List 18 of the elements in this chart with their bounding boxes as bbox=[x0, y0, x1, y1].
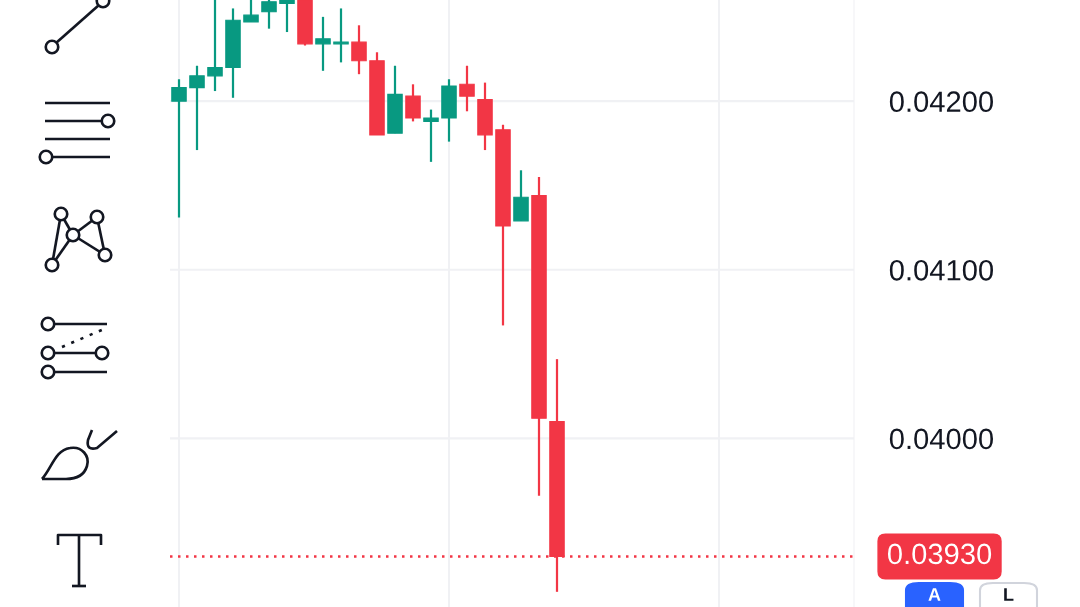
candlestick bbox=[459, 64, 475, 113]
candlestick bbox=[405, 83, 421, 123]
candlestick bbox=[261, 0, 277, 30]
candlestick bbox=[207, 0, 223, 93]
candlestick bbox=[351, 24, 367, 76]
y-tick-label: 0.04000 bbox=[889, 428, 994, 450]
text: A bbox=[928, 588, 941, 601]
candlestick bbox=[513, 169, 529, 222]
candlestick bbox=[243, 0, 259, 24]
candlestick bbox=[315, 15, 331, 72]
candlestick bbox=[189, 64, 205, 152]
y-tick-label: 0.04200 bbox=[889, 91, 994, 113]
candlestick bbox=[171, 78, 187, 219]
ref-line-label: 0.03930 bbox=[887, 543, 992, 565]
candlestick bbox=[279, 0, 295, 34]
text: L bbox=[1004, 588, 1014, 601]
y-tick-label: 0.04100 bbox=[889, 259, 994, 281]
candlestick bbox=[423, 108, 439, 163]
